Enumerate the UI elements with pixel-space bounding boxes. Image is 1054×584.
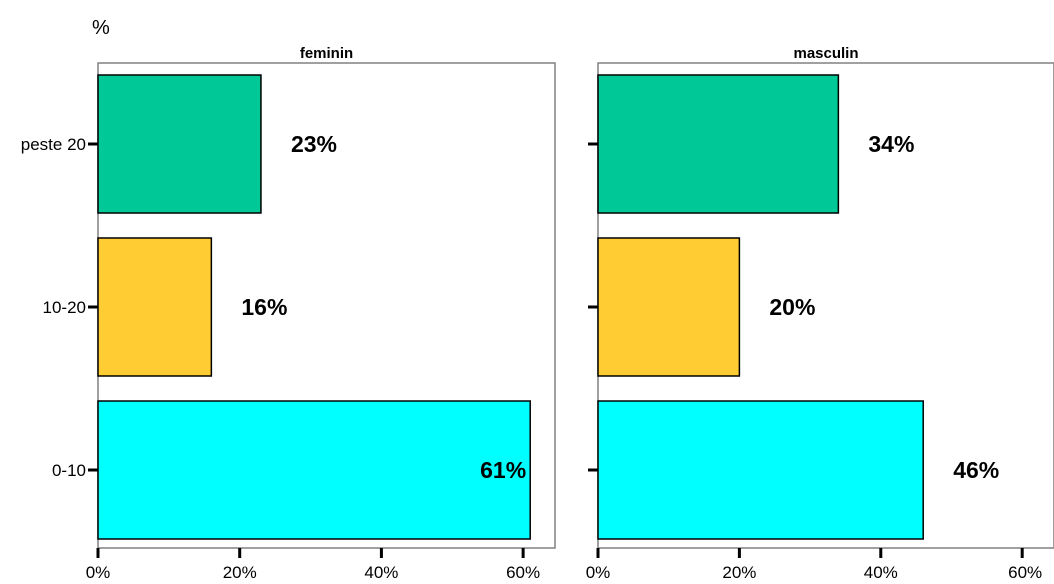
y-unit-label: % — [92, 17, 110, 39]
bar-feminin-peste 20 — [97, 74, 262, 214]
data-label-feminin-peste 20: 23% — [291, 131, 337, 157]
bar-feminin-0-10 — [97, 400, 531, 540]
bar-masculin-peste 20 — [597, 74, 840, 214]
x-tick-label-0-2: 40% — [364, 563, 398, 582]
data-label-masculin-peste 20: 34% — [868, 131, 914, 157]
data-label-masculin-10-20: 20% — [769, 294, 815, 320]
bar-masculin-10-20 — [597, 237, 741, 377]
x-tick-label-1-1: 20% — [722, 563, 756, 582]
x-tick-label-0-3: 60% — [506, 563, 540, 582]
x-tick-label-0-0: 0% — [86, 563, 111, 582]
y-tick-label-0-10: 0-10 — [52, 461, 86, 480]
x-tick-label-1-2: 40% — [864, 563, 898, 582]
y-tick-label-10-20: 10-20 — [43, 298, 86, 317]
data-label-masculin-0-10: 46% — [953, 457, 999, 483]
y-tick-label-peste 20: peste 20 — [21, 135, 86, 154]
panel-title-feminin: feminin — [300, 45, 353, 62]
bar-masculin-0-10 — [597, 400, 924, 540]
x-tick-label-1-3: 60% — [1008, 563, 1042, 582]
bar-feminin-10-20 — [97, 237, 213, 377]
x-tick-label-1-0: 0% — [586, 563, 611, 582]
panels: feminin 23% peste 20 16% 10-20 61% 0-10 0% 20% 40… — [21, 45, 1054, 582]
data-label-feminin-0-10: 61% — [480, 457, 526, 483]
panel-title-masculin: masculin — [793, 45, 858, 62]
data-label-feminin-10-20: 16% — [241, 294, 287, 320]
x-tick-label-0-1: 20% — [223, 563, 257, 582]
